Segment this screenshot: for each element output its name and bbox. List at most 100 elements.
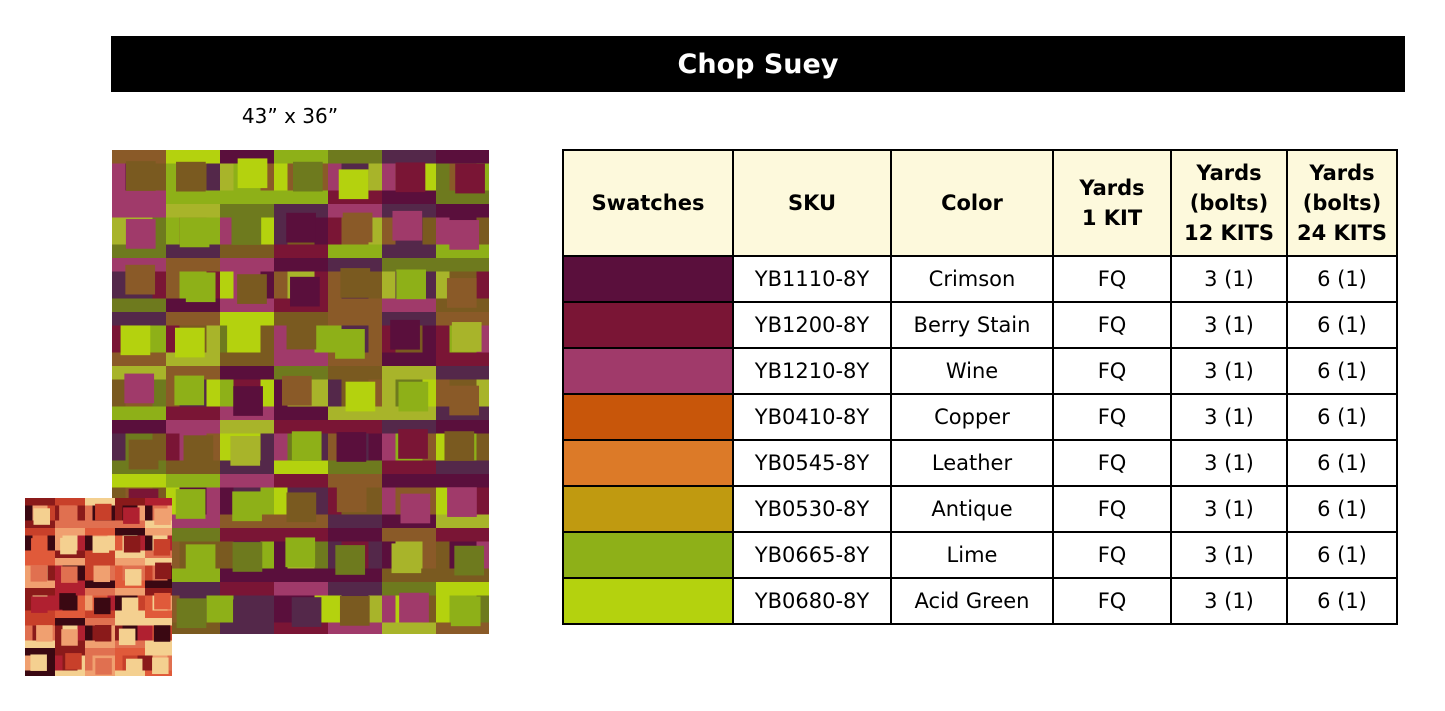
patch (175, 489, 206, 519)
patch (25, 618, 55, 626)
patch (85, 625, 93, 641)
patch (328, 595, 342, 623)
patch (436, 150, 489, 164)
patch (33, 508, 51, 525)
patch (55, 498, 85, 506)
patch (152, 271, 166, 299)
table-row: YB0530-8Y Antique FQ 3 (1) 6 (1) (562, 485, 1398, 533)
patch (115, 655, 123, 671)
patch (336, 482, 367, 513)
patch (55, 618, 85, 626)
patch (220, 568, 274, 582)
swatch (564, 533, 732, 577)
patch (55, 595, 63, 611)
patch (476, 487, 489, 515)
patch (206, 487, 220, 515)
patch (166, 150, 220, 164)
patch (274, 244, 328, 258)
patch (25, 648, 55, 656)
sku-cell: YB1210-8Y (732, 347, 892, 395)
patch (220, 163, 234, 191)
patch (382, 217, 396, 245)
patch (436, 595, 450, 623)
patch (328, 366, 382, 380)
patch (476, 379, 489, 407)
patch (25, 498, 55, 506)
patch (55, 610, 85, 618)
patch (436, 190, 489, 204)
patch (274, 487, 288, 515)
yards-cell: FQ (1052, 347, 1172, 395)
patch (290, 276, 320, 307)
patch (339, 596, 370, 626)
patch (328, 150, 382, 164)
patch (436, 325, 450, 353)
table-row: YB1210-8Y Wine FQ 3 (1) 6 (1) (562, 347, 1398, 395)
patch (220, 420, 274, 434)
patch (125, 658, 143, 676)
header-text: 1 KIT (1081, 206, 1143, 230)
yards-cell: FQ (1052, 485, 1172, 533)
patch (274, 433, 288, 461)
patch (124, 569, 142, 586)
patch (274, 190, 328, 204)
patch (449, 385, 480, 416)
header-text: Color (941, 191, 1003, 215)
patch (454, 545, 485, 576)
patch (444, 431, 475, 461)
patch (145, 595, 153, 611)
color-cell: Acid Green (890, 577, 1054, 625)
swatch-cell (562, 347, 734, 395)
patch (260, 379, 274, 407)
patch (25, 655, 33, 671)
patch (382, 258, 436, 272)
swatch (564, 395, 732, 439)
patch (47, 595, 55, 611)
patch (314, 217, 328, 245)
bolts24-cell: 6 (1) (1286, 439, 1398, 487)
patch (85, 655, 93, 671)
table-body: YB1110-8Y Crimson FQ 3 (1) 6 (1) YB1200-8Y Ber… (562, 255, 1398, 625)
patch (112, 150, 166, 164)
patch (220, 312, 274, 326)
color-cell: Copper (890, 393, 1054, 441)
patch (382, 190, 436, 204)
patch (328, 420, 382, 434)
patch (121, 597, 139, 615)
patch (174, 375, 205, 406)
patch (314, 379, 328, 407)
patch (94, 597, 111, 615)
patch (154, 592, 171, 610)
patch (436, 204, 489, 218)
patch (112, 406, 166, 420)
patch (382, 622, 436, 634)
patch (274, 325, 288, 353)
patch (55, 580, 85, 588)
patch (145, 528, 172, 536)
patch (25, 558, 55, 566)
patch (391, 543, 422, 574)
patch (115, 588, 145, 596)
swatch-cell (562, 301, 734, 349)
patch (112, 379, 126, 407)
patch (166, 217, 180, 245)
patch (220, 244, 274, 258)
patch (112, 433, 126, 461)
patch (137, 595, 145, 611)
patch (237, 274, 267, 304)
patch (176, 161, 206, 192)
patch (286, 492, 317, 523)
patch (185, 544, 216, 575)
header-cell: Yards (bolts) 24 KITS (1286, 149, 1398, 257)
patch (137, 505, 145, 521)
patch (274, 271, 288, 299)
patch (436, 528, 489, 542)
patch (174, 327, 205, 358)
patch (232, 491, 262, 522)
patch (274, 217, 288, 245)
quilt-size: 43” x 36” (241, 104, 339, 128)
patch (274, 568, 328, 582)
patch (382, 433, 396, 461)
patch (145, 558, 172, 566)
patch (382, 487, 396, 515)
